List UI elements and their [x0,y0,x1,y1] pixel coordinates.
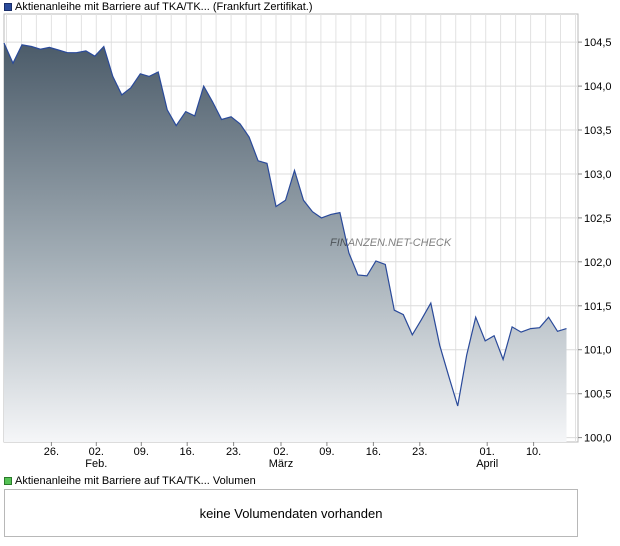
legend-price-swatch [4,3,12,11]
x-month-label: Feb. [85,458,107,470]
x-tick-label: 10. [526,446,541,458]
legend-volume-label: Aktienanleihe mit Barriere auf TKA/TK...… [15,475,256,487]
x-month-label: März [269,458,293,470]
watermark: FINANZEN.NET-CHECK [330,237,452,249]
y-tick-label: 104,5 [584,37,612,49]
y-tick-label: 104,0 [584,81,612,93]
y-tick-label: 100,5 [584,389,612,401]
x-tick-label: 23. [412,446,427,458]
x-tick-label: 02. [89,446,104,458]
x-tick-label: 02. [273,446,288,458]
x-tick-label: 09. [134,446,149,458]
x-tick-label: 16. [366,446,381,458]
price-area [4,43,567,442]
y-tick-label: 103,5 [584,125,612,137]
y-tick-label: 101,5 [584,301,612,313]
price-line [3,42,567,407]
price-chart: FINANZEN.NET-CHECK 100,0 100,5 101,0 101,5 1… [3,13,612,470]
volume-empty-message: keine Volumendaten vorhanden [199,505,383,521]
x-tick-label: 23. [226,446,241,458]
y-tick-label: 102,5 [584,213,612,225]
y-tick-label: 102,0 [584,257,612,269]
y-tick-label: 103,0 [584,169,612,181]
x-tick-label: 16. [180,446,195,458]
volume-panel: keine Volumendaten vorhanden [4,489,578,537]
legend-volume-swatch [4,477,12,485]
x-tick-label: 01. [480,446,495,458]
x-month-label: April [476,458,498,470]
y-tick-label: 100,0 [584,433,612,445]
x-tick-label: 09. [319,446,334,458]
y-tick-label: 101,0 [584,345,612,357]
legend-price-label: Aktienanleihe mit Barriere auf TKA/TK...… [15,1,313,13]
legend-volume: Aktienanleihe mit Barriere auf TKA/TK...… [4,474,256,488]
legend-price: Aktienanleihe mit Barriere auf TKA/TK...… [4,0,313,14]
x-tick-label: 26. [44,446,59,458]
